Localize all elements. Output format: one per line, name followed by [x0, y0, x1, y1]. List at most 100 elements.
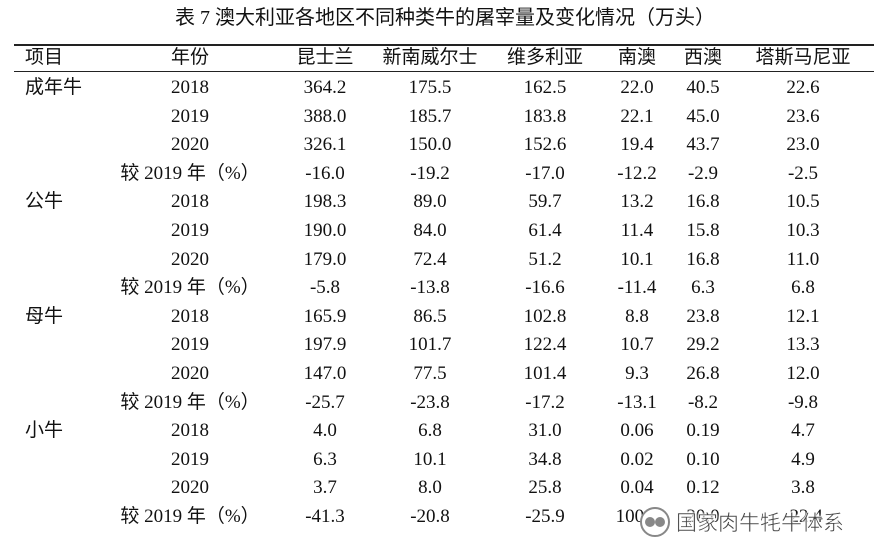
value-cell: 29.2: [686, 334, 720, 356]
year-cell: 2020: [171, 477, 209, 499]
value-cell: -2.9: [687, 162, 719, 184]
value-cell: 102.8: [523, 305, 567, 327]
value-cell: 26.8: [686, 363, 720, 384]
value-cell: -41.3: [305, 506, 345, 527]
value-cell: 77.5: [413, 363, 447, 384]
value-cell: -13.8: [410, 277, 450, 299]
value-cell: 4.0: [313, 420, 337, 442]
value-cell: 72.4: [413, 248, 447, 270]
value-cell: 13.3: [786, 334, 820, 356]
value-cell: 0.02: [620, 448, 654, 470]
year-cell: 较 2019 年（%）: [120, 277, 260, 299]
value-cell: -11.4: [617, 277, 657, 299]
year-cell: 2020: [171, 134, 209, 156]
value-cell: 25.8: [528, 477, 562, 499]
value-cell: 84.0: [413, 220, 447, 241]
value-cell: -23.8: [410, 391, 450, 413]
value-cell: 23.0: [786, 134, 820, 156]
column-header: 南澳: [617, 47, 657, 68]
value-cell: 12.1: [786, 305, 820, 327]
value-cell: 23.8: [686, 305, 720, 327]
value-cell: 3.8: [791, 477, 815, 499]
top-rule: [14, 44, 874, 46]
column-header: 昆士兰: [296, 47, 354, 68]
value-cell: 10.5: [786, 191, 820, 213]
column-header: 项目: [25, 47, 64, 68]
value-cell: 101.7: [408, 334, 452, 356]
value-cell: 0.06: [620, 420, 654, 442]
value-cell: 0.19: [686, 420, 720, 442]
header-rule: [14, 71, 874, 72]
value-cell: 326.1: [303, 134, 347, 156]
value-cell: 16.8: [686, 191, 720, 213]
value-cell: 40.5: [686, 77, 720, 98]
value-cell: 10.3: [786, 220, 820, 241]
value-cell: 59.7: [528, 191, 562, 213]
value-cell: 15.8: [686, 220, 720, 241]
value-cell: 22.0: [620, 77, 654, 98]
value-cell: 20.0: [686, 506, 720, 527]
value-cell: 11.0: [786, 248, 820, 270]
value-cell: 175.5: [408, 77, 452, 98]
table-title: 表 7 澳大利亚各地区不同种类牛的屠宰量及变化情况（万头）: [175, 7, 715, 29]
year-cell: 2018: [171, 420, 209, 442]
column-header: 年份: [170, 47, 210, 68]
year-cell: 2018: [171, 305, 209, 327]
value-cell: 11.4: [620, 220, 654, 241]
year-cell: 较 2019 年（%）: [120, 391, 260, 413]
value-cell: 51.2: [528, 248, 562, 270]
row-label: 母牛: [25, 305, 64, 327]
year-cell: 较 2019 年（%）: [120, 506, 260, 527]
value-cell: 4.9: [791, 448, 815, 470]
value-cell: 179.0: [303, 248, 347, 270]
value-cell: -8.2: [687, 391, 719, 413]
value-cell: 388.0: [303, 105, 347, 127]
value-cell: 16.8: [686, 248, 720, 270]
watermark-text: 国家肉牛牦牛体系: [676, 511, 845, 536]
value-cell: 12.0: [786, 363, 820, 384]
year-cell: 较 2019 年（%）: [120, 162, 260, 184]
value-cell: 162.5: [523, 77, 567, 98]
value-cell: -16.0: [305, 162, 345, 184]
year-cell: 2020: [171, 248, 209, 270]
value-cell: 183.8: [523, 105, 567, 127]
value-cell: 34.8: [528, 448, 562, 470]
watermark-icon: [640, 507, 670, 537]
year-cell: 2020: [171, 363, 209, 384]
year-cell: 2018: [171, 77, 209, 98]
value-cell: -17.0: [525, 162, 565, 184]
value-cell: 364.2: [303, 77, 347, 98]
row-label: 公牛: [25, 191, 64, 213]
value-cell: -2.5: [787, 162, 819, 184]
watermark: 国家肉牛牦牛体系: [636, 503, 876, 539]
value-cell: -17.2: [525, 391, 565, 413]
column-header: 塔斯马尼亚: [755, 47, 851, 68]
column-header: 维多利亚: [506, 47, 584, 68]
value-cell: 10.1: [620, 248, 654, 270]
value-cell: -20.8: [410, 506, 450, 527]
value-cell: 0.04: [620, 477, 654, 499]
year-cell: 2019: [171, 448, 209, 470]
value-cell: -12.2: [617, 162, 657, 184]
value-cell: 8.8: [625, 305, 649, 327]
value-cell: 31.0: [528, 420, 562, 442]
value-cell: 6.8: [418, 420, 442, 442]
value-cell: 22.6: [786, 77, 820, 98]
value-cell: 8.0: [418, 477, 442, 499]
value-cell: 152.6: [523, 134, 567, 156]
value-cell: 45.0: [686, 105, 720, 127]
value-cell: 147.0: [303, 363, 347, 384]
value-cell: 197.9: [303, 334, 347, 356]
value-cell: 6.3: [313, 448, 337, 470]
value-cell: 198.3: [303, 191, 347, 213]
value-cell: -13.1: [617, 391, 657, 413]
value-cell: 10.7: [620, 334, 654, 356]
year-cell: 2019: [171, 220, 209, 241]
value-cell: -16.6: [525, 277, 565, 299]
value-cell: 122.4: [523, 334, 567, 356]
value-cell: -25.7: [305, 391, 345, 413]
year-cell: 2019: [171, 105, 209, 127]
value-cell: 10.1: [413, 448, 447, 470]
value-cell: 101.4: [523, 363, 567, 384]
